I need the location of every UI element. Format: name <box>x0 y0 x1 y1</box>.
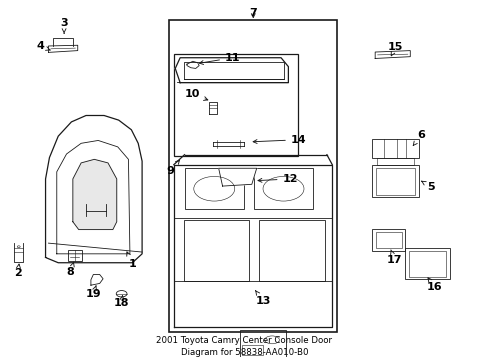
Text: 10: 10 <box>184 89 207 100</box>
Text: 2: 2 <box>14 264 21 278</box>
Text: 19: 19 <box>85 286 101 299</box>
Bar <box>405 248 449 279</box>
Text: 7: 7 <box>249 8 257 18</box>
Polygon shape <box>73 159 117 230</box>
Polygon shape <box>175 58 288 83</box>
Bar <box>371 229 405 251</box>
Text: 11: 11 <box>199 53 240 64</box>
Bar <box>254 168 312 209</box>
Text: 8: 8 <box>66 262 74 277</box>
Text: 2001 Toyota Camry Center Console Door
Diagram for 58838-AA010-B0: 2001 Toyota Camry Center Console Door Di… <box>156 336 332 357</box>
Text: 1: 1 <box>126 252 136 269</box>
Bar <box>184 168 243 209</box>
Bar <box>259 220 325 280</box>
Text: 13: 13 <box>255 291 270 306</box>
Bar <box>242 345 263 355</box>
Bar <box>375 168 414 195</box>
Text: 14: 14 <box>253 135 306 145</box>
Text: 15: 15 <box>387 42 403 56</box>
Bar <box>371 139 418 158</box>
Polygon shape <box>218 168 256 186</box>
Polygon shape <box>45 116 142 263</box>
Text: 17: 17 <box>386 250 402 265</box>
Text: 4: 4 <box>37 41 50 51</box>
Text: 6: 6 <box>412 130 424 145</box>
Text: 12: 12 <box>258 174 297 184</box>
Text: 16: 16 <box>426 278 442 292</box>
Polygon shape <box>48 45 78 53</box>
Bar <box>183 220 249 280</box>
Bar <box>168 20 336 332</box>
Bar <box>68 250 81 261</box>
Bar <box>408 251 446 276</box>
Bar <box>376 158 413 165</box>
Bar <box>173 54 298 156</box>
Bar <box>375 232 401 248</box>
Bar <box>239 330 285 357</box>
Bar <box>371 165 418 198</box>
Text: 18: 18 <box>114 295 129 308</box>
Polygon shape <box>91 275 103 285</box>
Text: 9: 9 <box>165 160 179 176</box>
Text: 5: 5 <box>421 181 434 192</box>
Text: 3: 3 <box>60 18 68 33</box>
Polygon shape <box>374 51 409 58</box>
